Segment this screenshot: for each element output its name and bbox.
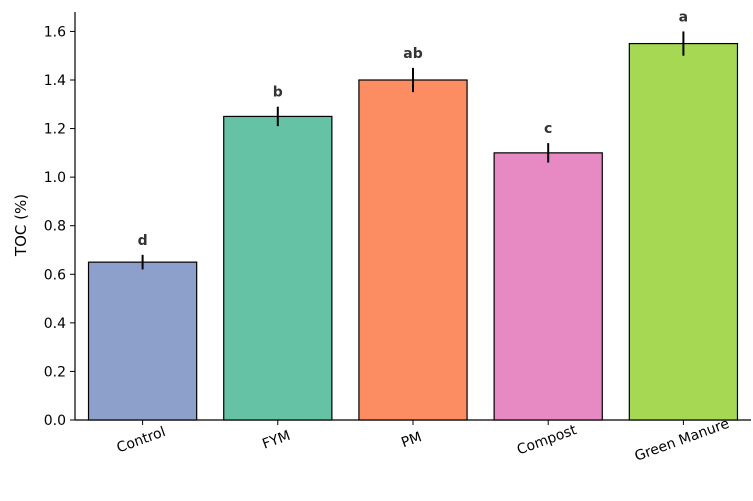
bar-pm bbox=[358, 79, 468, 421]
y-tick-label: 1.2 bbox=[44, 122, 66, 138]
significance-letter: d bbox=[138, 233, 148, 249]
bar-compost bbox=[493, 152, 603, 421]
y-tick-label: 0.2 bbox=[44, 364, 66, 380]
significance-letter: c bbox=[544, 121, 552, 137]
bar-fym bbox=[223, 115, 333, 421]
significance-letter: b bbox=[273, 85, 283, 101]
y-tick-label: 0.4 bbox=[44, 316, 66, 332]
significance-letter: a bbox=[679, 9, 688, 25]
bar-green-manure bbox=[628, 42, 739, 421]
y-tick-label: 0.8 bbox=[44, 219, 66, 235]
x-tick-label: Compost bbox=[515, 422, 579, 458]
bar-control bbox=[87, 261, 198, 421]
x-tick-label: Green Manure bbox=[633, 416, 732, 465]
x-tick-label: PM bbox=[399, 429, 424, 451]
y-tick-label: 0.6 bbox=[44, 267, 66, 283]
y-tick-label: 1.6 bbox=[44, 24, 66, 40]
y-tick-label: 1.4 bbox=[44, 73, 66, 89]
y-axis-title: TOC (%) bbox=[12, 194, 30, 257]
x-tick-label: FYM bbox=[260, 428, 292, 453]
plot-area: 0.0 0.2 0.4 0.6 0.8 1.0 1.2 1.4 1.6 d Control b FYM a… bbox=[44, 9, 751, 465]
y-tick-label: 0.0 bbox=[44, 413, 66, 429]
y-tick-label: 1.0 bbox=[44, 170, 66, 186]
significance-letter: ab bbox=[403, 46, 422, 62]
x-tick-label: Control bbox=[115, 424, 168, 456]
